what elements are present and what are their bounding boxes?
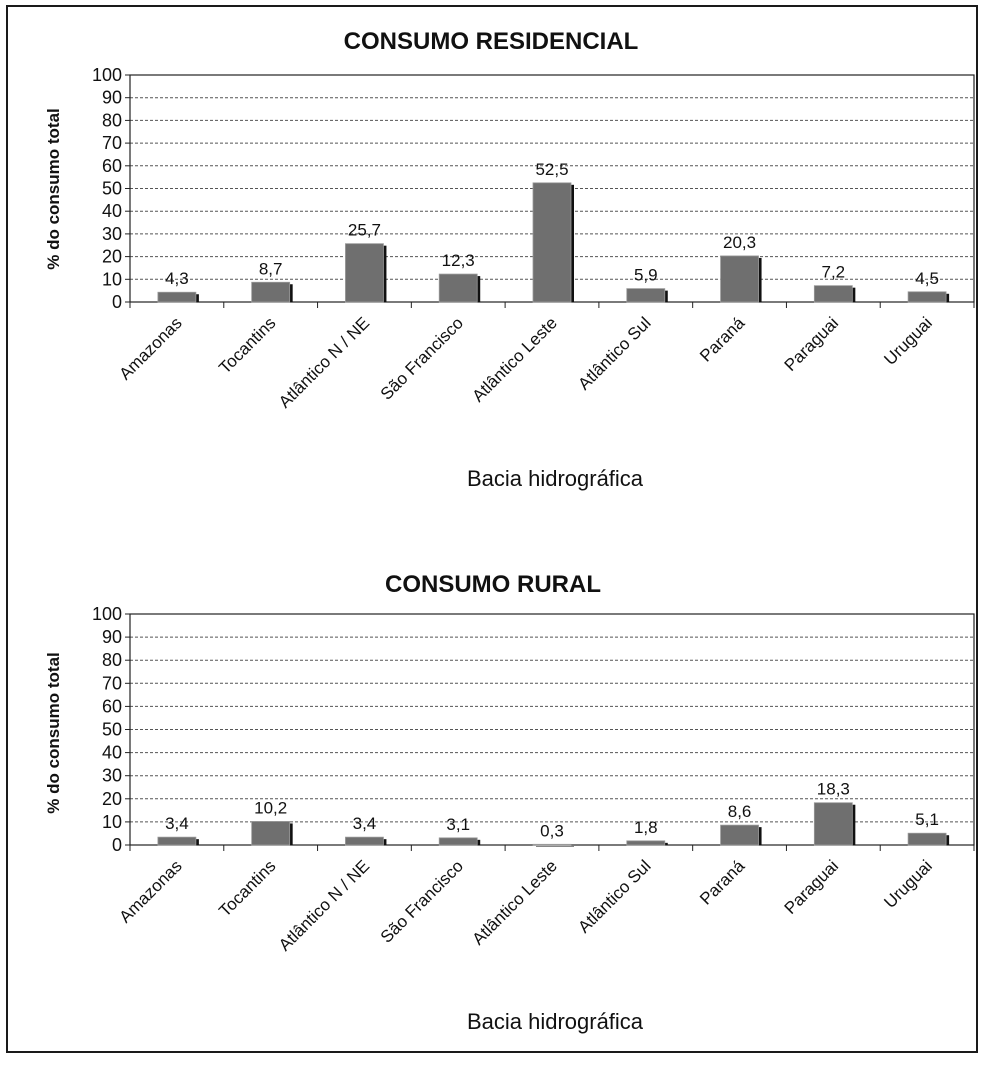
plot-area: 0 10 20 30 40 50 60 70 80 90 100 3,4 Amazonas 10,2 Toc… (92, 604, 975, 955)
y-tick-label: 100 (92, 65, 122, 85)
chart-figure: CONSUMO RESIDENCIAL % do consumo total B… (6, 5, 978, 1053)
category-label: Atlântico N / NE (275, 856, 373, 954)
y-tick-label: 50 (102, 720, 122, 740)
category-label: Atlântico Sul (574, 856, 654, 936)
category-label: Amazonas (115, 313, 185, 383)
bar-shadow (536, 846, 574, 847)
data-label: 18,3 (817, 780, 850, 799)
bar (720, 255, 759, 303)
data-label: 7,2 (822, 263, 846, 282)
y-tick-label: 60 (102, 696, 122, 716)
data-label: 8,6 (728, 802, 752, 821)
y-tick-label: 30 (102, 766, 122, 786)
y-tick-label: 80 (102, 650, 122, 670)
data-label: 5,9 (634, 266, 658, 285)
bar (813, 802, 853, 846)
bar (907, 291, 947, 303)
category-label: Atlântico Leste (469, 313, 561, 405)
y-tick-label: 20 (102, 247, 122, 267)
bar (720, 824, 759, 846)
bar (345, 836, 384, 846)
data-label: 12,3 (442, 251, 475, 270)
data-label: 52,5 (535, 160, 568, 179)
plot-area: 01020304050607080901004,3Amazonas8,7Toca… (92, 65, 975, 412)
y-tick-label: 40 (102, 743, 122, 763)
category-label: São Francisco (377, 313, 467, 403)
data-label: 4,3 (165, 269, 189, 288)
data-label: 10,2 (254, 798, 287, 817)
category-label: Atlântico N / NE (275, 313, 373, 411)
category-label: Atlântico Leste (469, 856, 561, 948)
bar (345, 243, 384, 303)
bar (532, 843, 572, 846)
y-tick-label: 90 (102, 88, 122, 108)
chart-rural: CONSUMO RURAL % do consumo total Bacia h… (44, 571, 975, 1034)
category-label: Uruguai (880, 313, 936, 369)
category-label: Tocantins (215, 856, 279, 920)
data-label: 25,7 (348, 221, 381, 240)
data-label: 3,4 (165, 814, 189, 833)
y-tick-label: 10 (102, 269, 122, 289)
category-label: Tocantins (215, 313, 279, 377)
category-label: Paraguai (781, 856, 843, 918)
y-tick-label: 0 (112, 835, 122, 855)
bar (626, 288, 666, 303)
data-label: 5,1 (915, 810, 939, 829)
category-label: Paraguai (781, 313, 843, 375)
bar (157, 291, 197, 303)
bar (438, 273, 478, 303)
y-tick-label: 10 (102, 812, 122, 832)
chart-canvas: CONSUMO RESIDENCIAL % do consumo total B… (44, 28, 975, 1034)
data-label: 8,7 (259, 259, 283, 278)
y-tick-label: 50 (102, 179, 122, 199)
y-tick-label: 60 (102, 156, 122, 176)
x-axis-label: Bacia hidrográfica (467, 466, 644, 491)
category-label: Atlântico Sul (574, 313, 654, 393)
y-tick-label: 70 (102, 673, 122, 693)
category-label: Amazonas (115, 856, 185, 926)
chart-title: CONSUMO RURAL (385, 571, 601, 598)
y-tick-label: 0 (112, 292, 122, 312)
y-axis-label: % do consumo total (44, 108, 63, 270)
y-axis-label: % do consumo total (44, 652, 63, 814)
y-tick-label: 70 (102, 133, 122, 153)
bar (438, 837, 478, 846)
data-label: 0,3 (540, 821, 564, 840)
data-label: 4,5 (915, 269, 939, 288)
y-tick-label: 40 (102, 201, 122, 221)
bar (251, 281, 291, 303)
category-label: São Francisco (377, 856, 467, 946)
bar (907, 832, 947, 846)
category-label: Paraná (696, 856, 749, 909)
y-tick-label: 100 (92, 604, 122, 624)
chart-title: CONSUMO RESIDENCIAL (344, 28, 639, 55)
bar (532, 182, 572, 303)
bar (813, 285, 853, 303)
bar (157, 836, 197, 846)
data-label: 3,4 (353, 814, 377, 833)
data-label: 3,1 (446, 815, 470, 834)
category-label: Uruguai (880, 856, 936, 912)
y-tick-label: 30 (102, 224, 122, 244)
y-tick-label: 20 (102, 789, 122, 809)
y-tick-label: 90 (102, 627, 122, 647)
category-label: Paraná (696, 313, 749, 366)
data-label: 1,8 (634, 818, 658, 837)
bar (626, 840, 666, 846)
x-axis-label: Bacia hidrográfica (467, 1009, 644, 1034)
y-tick-label: 80 (102, 110, 122, 130)
data-label: 20,3 (723, 233, 756, 252)
chart-residencial: CONSUMO RESIDENCIAL % do consumo total B… (44, 28, 975, 491)
bar (251, 821, 291, 846)
